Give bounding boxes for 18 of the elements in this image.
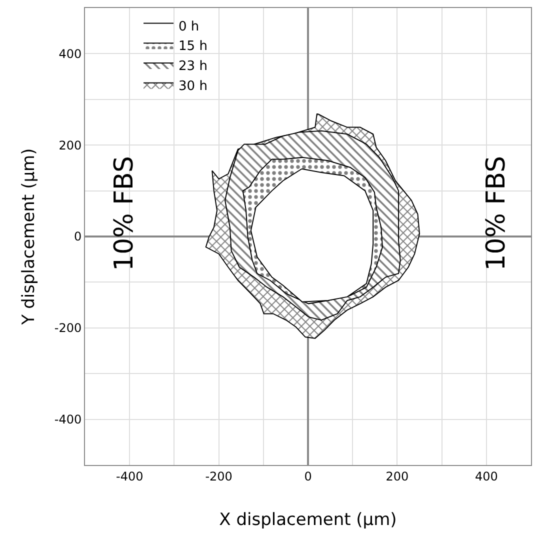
x-tick-label: 0 (304, 469, 312, 484)
y-tick-label: 400 (58, 46, 82, 61)
x-axis-title: X displacement (µm) (219, 510, 397, 530)
legend-label: 30 h (178, 79, 208, 94)
x-tick-label: 200 (386, 469, 409, 484)
x-tick-label: -400 (116, 469, 144, 484)
annotation: 10% FBS (110, 156, 140, 271)
legend-label: 15 h (178, 39, 208, 54)
x-tick-label: 400 (474, 469, 498, 484)
y-tick-label: 0 (74, 230, 82, 244)
legend-label: 23 h (178, 59, 208, 74)
y-axis-title: Y displacement (µm) (18, 148, 39, 326)
y-tick-label: -400 (54, 412, 82, 426)
legend-label: 0 h (178, 19, 200, 34)
y-tick-label: 200 (58, 138, 82, 152)
annotation: 10% FBS (482, 156, 512, 271)
y-tick-label: -200 (54, 321, 82, 336)
x-tick-label: -200 (205, 469, 232, 484)
